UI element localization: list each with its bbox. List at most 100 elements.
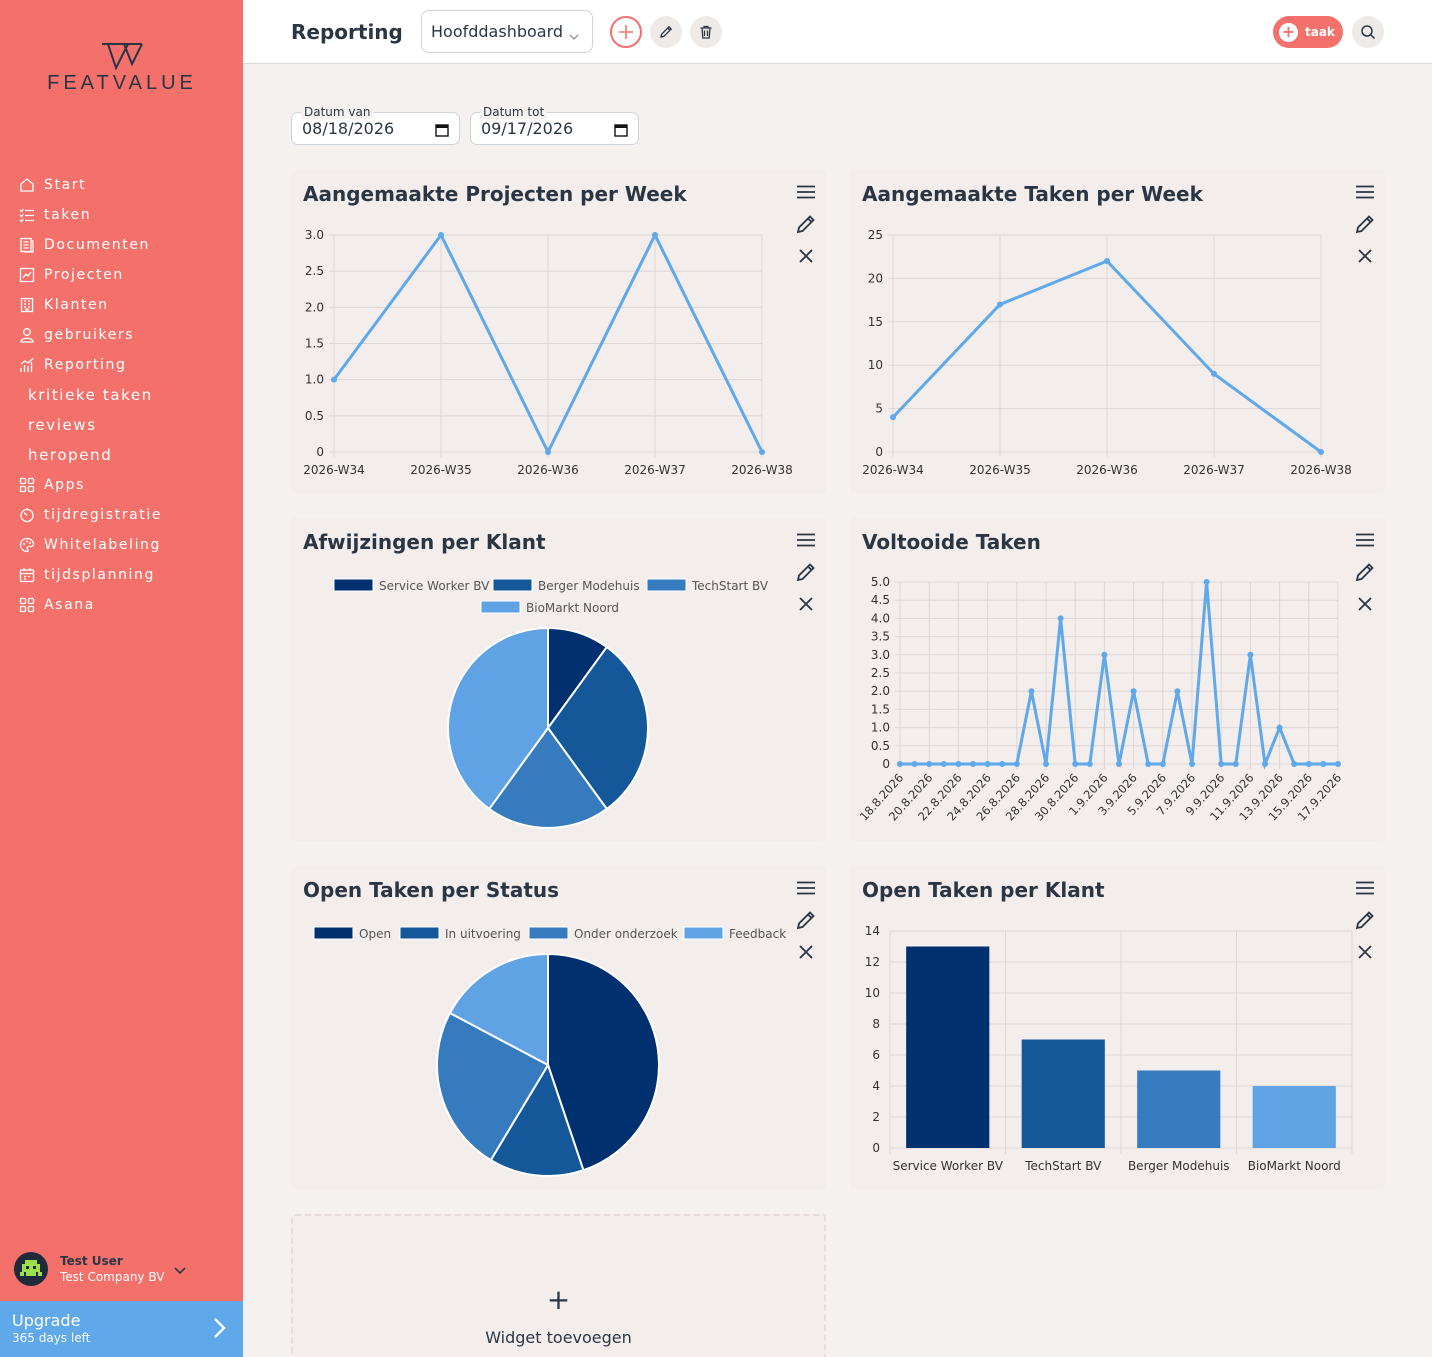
y-tick-label: 2.0: [305, 300, 324, 314]
sidebar-item-label: Documenten: [44, 237, 151, 253]
widget-tools: [1353, 876, 1377, 972]
sidebar-item-label: gebruikers: [44, 327, 135, 343]
y-tick-label: 5: [875, 402, 883, 416]
calendar-icon: [17, 565, 37, 585]
bar: [1252, 1086, 1336, 1148]
edit-widget-icon[interactable]: [1353, 212, 1377, 236]
close-icon[interactable]: [1353, 940, 1377, 964]
y-tick-label: 14: [865, 924, 880, 938]
widget-title: Aangemaakte Taken per Week: [862, 182, 1203, 206]
drag-handle-icon[interactable]: [1353, 180, 1377, 204]
y-tick-label: 1.5: [871, 702, 890, 716]
x-tick-label: TechStart BV: [1024, 1159, 1102, 1173]
y-tick-label: 3.5: [871, 630, 890, 644]
sidebar-item-reporting[interactable]: Reporting: [0, 350, 243, 380]
close-icon[interactable]: [794, 592, 818, 616]
drag-handle-icon[interactable]: [1353, 528, 1377, 552]
sidebar-item-whitelabeling[interactable]: Whitelabeling: [0, 530, 243, 560]
chevron-down-icon[interactable]: [174, 1260, 186, 1279]
pie-slice: [547, 952, 660, 1172]
x-tick-label: 2026-W36: [1076, 463, 1138, 477]
data-point: [999, 761, 1006, 767]
bar: [1021, 1039, 1105, 1148]
edit-widget-icon[interactable]: [1353, 908, 1377, 932]
sidebar-item-tijdsplanning[interactable]: tijdsplanning: [0, 560, 243, 590]
data-point: [1086, 761, 1093, 767]
drag-handle-icon[interactable]: [1353, 876, 1377, 900]
x-tick-label: 2026-W34: [303, 463, 365, 477]
data-point: [1130, 688, 1137, 695]
search-button[interactable]: [1352, 16, 1384, 48]
sidebar-item-label: heropend: [28, 446, 113, 464]
x-tick-label: 2026-W38: [1290, 463, 1352, 477]
dashboard-select[interactable]: Hoofddashboard: [421, 10, 593, 53]
date-to-field[interactable]: Datum tot 09/17/2026: [470, 105, 639, 145]
y-tick-label: 1.0: [305, 373, 324, 387]
drag-handle-icon[interactable]: [794, 528, 818, 552]
sidebar-item-heropend[interactable]: heropend: [0, 440, 243, 470]
pencil-icon: [660, 25, 673, 38]
plus-icon: [619, 25, 633, 39]
data-point: [1276, 724, 1283, 731]
legend-label: Berger Modehuis: [538, 579, 640, 593]
pie-slice: [546, 645, 649, 811]
add-dashboard-button[interactable]: [610, 16, 642, 48]
data-point: [759, 449, 765, 455]
sidebar-item-label: tijdsplanning: [44, 567, 156, 583]
sidebar-item-documenten[interactable]: Documenten: [0, 230, 243, 260]
upgrade-title: Upgrade: [12, 1311, 81, 1330]
edit-dashboard-button[interactable]: [650, 16, 682, 48]
sidebar-item-taken[interactable]: taken: [0, 200, 243, 230]
add-task-button[interactable]: + taak: [1273, 16, 1343, 48]
sidebar-item-reviews[interactable]: reviews: [0, 410, 243, 440]
x-tick-label: 2026-W34: [862, 463, 924, 477]
close-icon[interactable]: [1353, 592, 1377, 616]
widget-tools: [794, 180, 818, 276]
date-from-field[interactable]: Datum van 08/18/2026: [291, 105, 460, 145]
data-point: [1028, 688, 1035, 695]
drag-handle-icon[interactable]: [794, 876, 818, 900]
sidebar-item-apps[interactable]: Apps: [0, 470, 243, 500]
add-widget-button[interactable]: + Widget toevoegen: [291, 1214, 826, 1357]
sidebar-item-kritieke-taken[interactable]: kritieke taken: [0, 380, 243, 410]
dashboard-select-value: Hoofddashboard: [431, 22, 564, 41]
timer-icon: [17, 505, 37, 525]
chevron-down-icon: [569, 26, 579, 45]
y-tick-label: 0: [882, 757, 890, 771]
data-point: [438, 232, 444, 238]
y-tick-label: 25: [868, 228, 883, 242]
sidebar-item-start[interactable]: Start: [0, 170, 243, 200]
page-title: Reporting: [291, 20, 403, 44]
calendar-icon[interactable]: [435, 122, 449, 141]
user-menu[interactable]: Test User Test Company BV: [14, 1250, 224, 1288]
edit-widget-icon[interactable]: [794, 212, 818, 236]
apps-icon: [17, 475, 37, 495]
data-point: [1232, 761, 1239, 767]
widget-tools: [794, 876, 818, 972]
sidebar-item-label: tijdregistratie: [44, 507, 163, 523]
y-tick-label: 20: [868, 271, 883, 285]
y-tick-label: 4.5: [871, 593, 890, 607]
building-icon: [17, 295, 37, 315]
close-icon[interactable]: [794, 244, 818, 268]
sidebar-item-tijdregistratie[interactable]: tijdregistratie: [0, 500, 243, 530]
edit-widget-icon[interactable]: [1353, 560, 1377, 584]
sidebar-item-projecten[interactable]: Projecten: [0, 260, 243, 290]
delete-dashboard-button[interactable]: [690, 16, 722, 48]
widget-open-tasks-per-client: 0 2 4 6 8 10 12 14 Service Worker BV TechStart BV…: [850, 866, 1385, 1189]
drag-handle-icon[interactable]: [794, 180, 818, 204]
legend-label: TechStart BV: [691, 579, 769, 593]
sidebar-item-klanten[interactable]: Klanten: [0, 290, 243, 320]
upgrade-banner[interactable]: Upgrade 365 days left: [0, 1301, 243, 1357]
brand-logo[interactable]: FEATVALUE: [36, 42, 208, 95]
edit-widget-icon[interactable]: [794, 908, 818, 932]
sidebar-item-gebruikers[interactable]: gebruikers: [0, 320, 243, 350]
edit-widget-icon[interactable]: [794, 560, 818, 584]
pie-slice: [489, 1062, 585, 1177]
date-from-value: 08/18/2026: [302, 119, 395, 138]
close-icon[interactable]: [794, 940, 818, 964]
apps-icon: [17, 595, 37, 615]
calendar-icon[interactable]: [614, 122, 628, 141]
close-icon[interactable]: [1353, 244, 1377, 268]
sidebar-item-asana[interactable]: Asana: [0, 590, 243, 620]
